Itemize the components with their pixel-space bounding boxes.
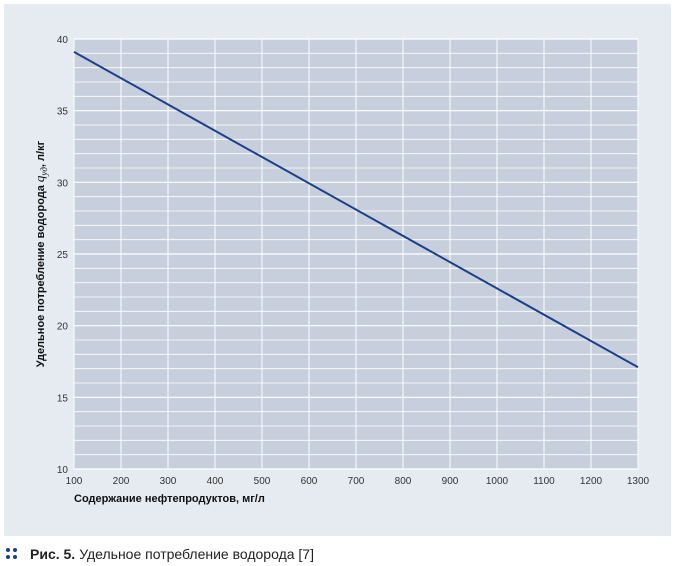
x-tick-labels: 100 200 300 400 500 600 700 800 900 1000 1100 1200 1…: [66, 476, 650, 487]
figure-number: Рис. 5.: [30, 546, 76, 562]
x-tick-label: 1300: [627, 476, 650, 487]
x-tick-label: 800: [395, 476, 412, 487]
x-tick-label: 400: [207, 476, 224, 487]
x-tick-label: 1000: [486, 476, 509, 487]
y-tick-label: 35: [57, 107, 69, 118]
y-axis-label-text: Удельное потребление водорода: [35, 182, 47, 367]
x-tick-label: 200: [113, 476, 130, 487]
y-tick-label: 20: [57, 322, 69, 333]
figure-caption: Рис. 5. Удельное потребление водорода [7…: [6, 544, 314, 564]
caption-dots-icon: [6, 547, 22, 561]
caption-text: Удельное потребление водорода [7]: [79, 546, 314, 562]
y-tick-label: 40: [57, 35, 69, 46]
series-group: [73, 51, 639, 369]
y-axis-label: Удельное потребление водорода qуд, л/кг: [32, 140, 49, 367]
y-tick-label: 25: [57, 250, 69, 261]
y-axis-label-subscript: уд: [39, 167, 49, 177]
x-axis-label: Содержание нефтепродуктов, мг/л: [74, 493, 265, 505]
x-tick-label: 500: [254, 476, 271, 487]
y-axis-label-symbol: q: [32, 175, 47, 182]
x-tick-label: 700: [348, 476, 365, 487]
y-tick-labels: 10 15 20 25 30 35 40: [57, 35, 69, 476]
y-tick-label: 30: [57, 178, 69, 189]
grid: [73, 38, 639, 470]
x-tick-label: 300: [160, 476, 177, 487]
y-tick-label: 15: [57, 393, 69, 404]
x-tick-label: 1200: [580, 476, 603, 487]
y-axis-label-unit: , л/кг: [35, 140, 47, 167]
x-tick-label: 100: [66, 476, 83, 487]
x-tick-label: 900: [442, 476, 459, 487]
x-tick-label: 600: [301, 476, 318, 487]
y-tick-label: 10: [57, 465, 69, 476]
series-line: [73, 51, 639, 369]
x-tick-label: 1100: [533, 476, 555, 487]
